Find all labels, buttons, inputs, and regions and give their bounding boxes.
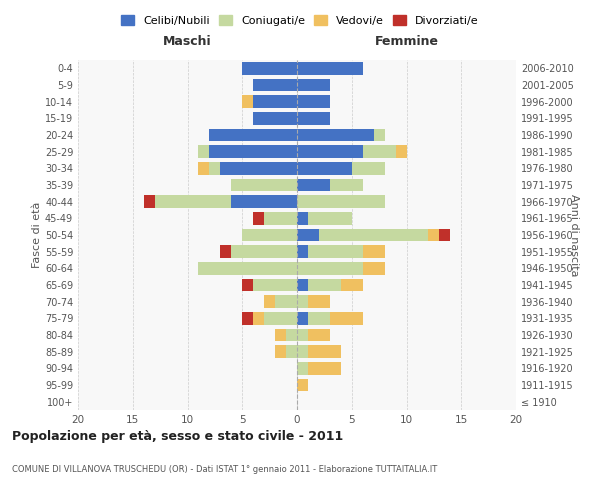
Bar <box>232 179 297 192</box>
Bar <box>319 229 428 241</box>
Bar <box>297 62 363 74</box>
Bar <box>308 279 341 291</box>
Bar <box>253 79 297 92</box>
Bar <box>341 279 363 291</box>
Bar <box>286 329 297 341</box>
Bar <box>297 129 374 141</box>
Bar <box>297 379 308 391</box>
Bar <box>308 212 352 224</box>
Bar <box>308 346 341 358</box>
Text: Popolazione per età, sesso e stato civile - 2011: Popolazione per età, sesso e stato civil… <box>12 430 343 443</box>
Bar <box>242 229 297 241</box>
Bar <box>297 96 330 108</box>
Bar <box>220 246 232 258</box>
Y-axis label: Fasce di età: Fasce di età <box>32 202 42 268</box>
Bar <box>209 129 297 141</box>
Bar <box>253 212 264 224</box>
Y-axis label: Anni di nascita: Anni di nascita <box>569 194 579 276</box>
Bar <box>428 229 439 241</box>
Bar <box>286 346 297 358</box>
Bar <box>232 246 297 258</box>
Bar <box>395 146 407 158</box>
Bar <box>297 162 352 174</box>
Bar <box>209 146 297 158</box>
Bar <box>308 312 330 324</box>
Bar <box>330 179 363 192</box>
Bar <box>275 296 297 308</box>
Bar <box>374 129 385 141</box>
Bar <box>297 146 363 158</box>
Bar <box>264 296 275 308</box>
Bar <box>199 162 209 174</box>
Bar <box>242 312 253 324</box>
Bar <box>297 296 308 308</box>
Bar <box>297 246 308 258</box>
Bar <box>253 112 297 124</box>
Bar <box>155 196 232 208</box>
Bar <box>297 362 308 374</box>
Bar <box>275 329 286 341</box>
Bar <box>253 312 264 324</box>
Bar <box>242 62 297 74</box>
Bar <box>232 196 297 208</box>
Text: Maschi: Maschi <box>163 36 212 49</box>
Bar <box>308 329 330 341</box>
Bar <box>242 96 253 108</box>
Text: Femmine: Femmine <box>374 36 439 49</box>
Bar <box>209 162 220 174</box>
Bar <box>308 246 363 258</box>
Bar <box>297 112 330 124</box>
Bar <box>199 262 297 274</box>
Bar <box>199 146 209 158</box>
Bar <box>297 279 308 291</box>
Bar <box>297 346 308 358</box>
Bar <box>297 196 385 208</box>
Bar <box>330 312 363 324</box>
Bar <box>297 229 319 241</box>
Bar <box>242 279 253 291</box>
Bar <box>363 262 385 274</box>
Bar <box>275 346 286 358</box>
Bar <box>297 212 308 224</box>
Bar <box>253 279 297 291</box>
Text: COMUNE DI VILLANOVA TRUSCHEDU (OR) - Dati ISTAT 1° gennaio 2011 - Elaborazione T: COMUNE DI VILLANOVA TRUSCHEDU (OR) - Dat… <box>12 465 437 474</box>
Bar <box>297 329 308 341</box>
Bar <box>308 296 330 308</box>
Bar <box>220 162 297 174</box>
Bar <box>308 362 341 374</box>
Bar <box>352 162 385 174</box>
Bar <box>439 229 451 241</box>
Bar <box>144 196 155 208</box>
Bar <box>363 146 395 158</box>
Bar <box>297 312 308 324</box>
Legend: Celibi/Nubili, Coniugati/e, Vedovi/e, Divorziati/e: Celibi/Nubili, Coniugati/e, Vedovi/e, Di… <box>117 10 483 30</box>
Bar <box>264 312 297 324</box>
Bar <box>363 246 385 258</box>
Bar <box>297 262 363 274</box>
Bar <box>297 179 330 192</box>
Bar <box>297 79 330 92</box>
Bar <box>253 96 297 108</box>
Bar <box>264 212 297 224</box>
